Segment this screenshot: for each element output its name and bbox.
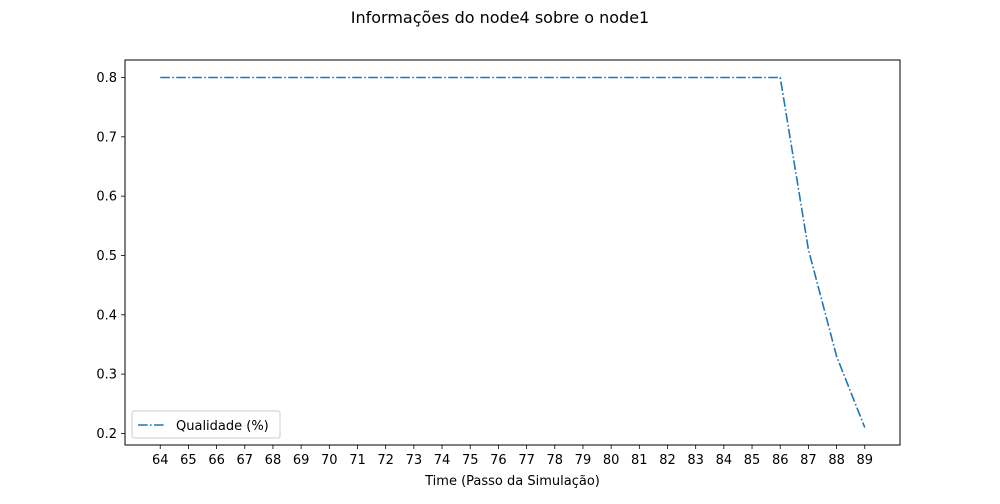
y-tick-label-0.4: 0.4 (96, 308, 117, 323)
x-tick-label-73: 73 (406, 453, 423, 468)
x-tick-label-64: 64 (152, 453, 169, 468)
y-tick-label-0.5: 0.5 (96, 249, 117, 264)
x-tick-label-69: 69 (293, 453, 310, 468)
x-tick-label-72: 72 (377, 453, 394, 468)
x-tick-label-65: 65 (180, 453, 197, 468)
x-tick-label-88: 88 (828, 453, 845, 468)
x-tick-label-84: 84 (716, 453, 733, 468)
y-tick-label-0.6: 0.6 (96, 190, 117, 205)
x-tick-label-87: 87 (800, 453, 817, 468)
x-tick-label-66: 66 (208, 453, 225, 468)
x-tick-label-81: 81 (631, 453, 648, 468)
x-tick-label-67: 67 (236, 453, 253, 468)
y-tick-label-0.8: 0.8 (96, 71, 117, 86)
legend: Qualidade (%) (132, 411, 280, 438)
x-tick-label-83: 83 (687, 453, 704, 468)
x-tick-label-86: 86 (772, 453, 789, 468)
x-tick-label-89: 89 (856, 453, 873, 468)
x-tick-label-71: 71 (349, 453, 366, 468)
y-tick-label-0.2: 0.2 (96, 427, 117, 442)
x-tick-label-78: 78 (546, 453, 563, 468)
y-tick-label-0.7: 0.7 (96, 130, 117, 145)
x-tick-label-77: 77 (518, 453, 535, 468)
x-tick-label-75: 75 (462, 453, 479, 468)
x-tick-label-85: 85 (744, 453, 761, 468)
x-axis-label: Time (Passo da Simulação) (424, 474, 600, 489)
series-line-0 (160, 78, 865, 428)
y-tick-label-0.3: 0.3 (96, 368, 117, 383)
x-tick-label-74: 74 (434, 453, 451, 468)
x-tick-label-68: 68 (265, 453, 282, 468)
x-tick-label-82: 82 (659, 453, 676, 468)
x-tick-label-76: 76 (490, 453, 507, 468)
chart-title: Informações do node4 sobre o node1 (351, 8, 649, 27)
legend-label-qualidade: Qualidade (%) (176, 419, 269, 434)
x-tick-label-79: 79 (575, 453, 592, 468)
x-tick-label-70: 70 (321, 453, 338, 468)
plot-frame (125, 60, 900, 445)
x-tick-label-80: 80 (603, 453, 620, 468)
